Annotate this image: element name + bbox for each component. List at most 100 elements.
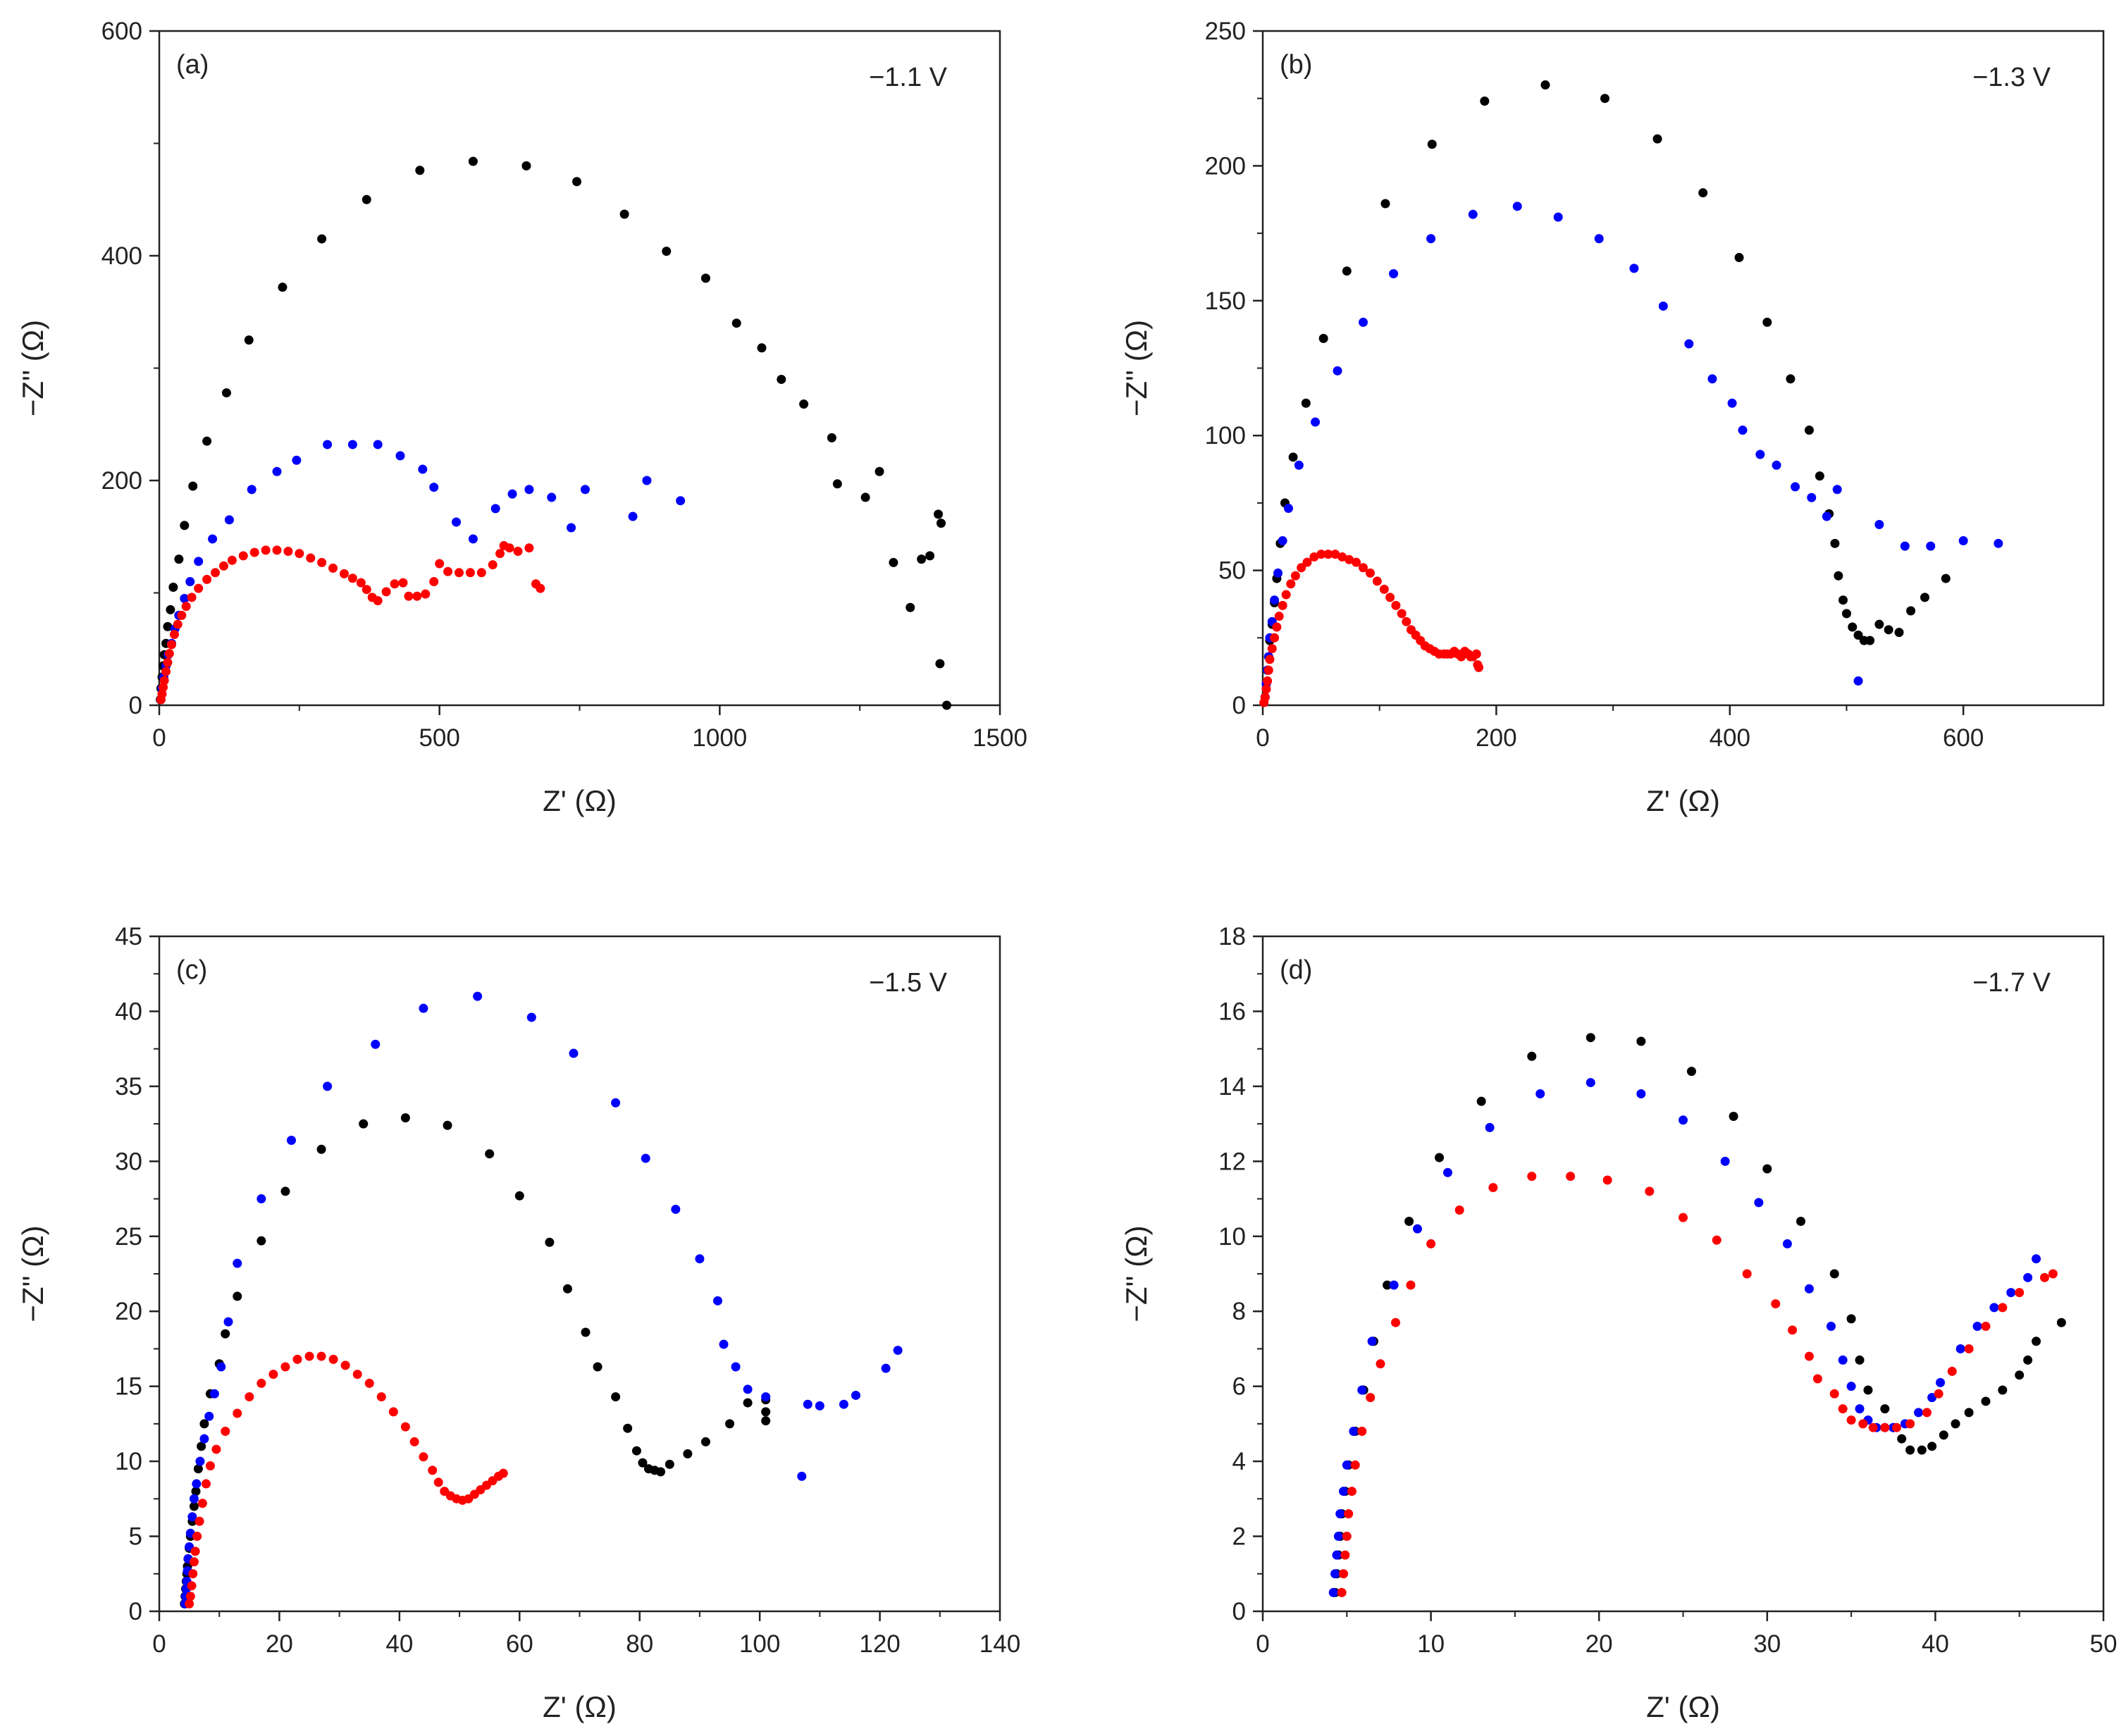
data-point-black <box>1920 593 1929 602</box>
x-tick-label: 0 <box>1256 1630 1269 1658</box>
data-point-blue <box>1442 1167 1452 1177</box>
data-point-black <box>189 1501 199 1511</box>
data-point-blue <box>1594 234 1604 244</box>
panel-label: (d) <box>1280 955 1312 985</box>
y-tick-label: 45 <box>115 923 142 950</box>
data-point-blue <box>1349 1427 1359 1437</box>
data-point-red <box>513 546 523 556</box>
data-point-red <box>166 640 176 650</box>
data-point-black <box>757 343 767 353</box>
data-point-black <box>1906 606 1916 616</box>
x-tick-label: 120 <box>859 1630 900 1658</box>
data-point-black <box>361 194 371 204</box>
y-tick-label: 400 <box>101 242 142 270</box>
data-point-blue <box>1782 1239 1792 1248</box>
data-point-black <box>906 602 915 612</box>
x-tick-label: 0 <box>152 724 166 752</box>
data-point-blue <box>1468 209 1478 219</box>
data-point-black <box>1841 609 1851 619</box>
data-point-blue <box>547 492 557 502</box>
series-black <box>1260 80 1951 702</box>
y-tick-label: 20 <box>115 1298 142 1325</box>
data-point-blue <box>429 483 439 492</box>
data-point-blue <box>1955 1344 1965 1353</box>
x-tick-label: 600 <box>1943 724 1984 752</box>
data-point-blue <box>1294 460 1304 470</box>
series-red <box>156 541 545 705</box>
data-point-blue <box>323 1081 333 1091</box>
data-point-red <box>218 561 228 571</box>
data-point-black <box>2015 1370 2025 1380</box>
data-point-blue <box>1832 485 1842 495</box>
data-point-red <box>1323 550 1333 559</box>
data-point-red <box>261 545 271 555</box>
data-point-red <box>2015 1288 2025 1298</box>
data-point-red <box>202 574 212 584</box>
data-point-red <box>194 1516 204 1526</box>
x-tick-label: 500 <box>419 724 459 752</box>
x-tick-label: 400 <box>1710 724 1750 752</box>
y-tick-label: 12 <box>1218 1148 1246 1175</box>
data-point-blue <box>671 1204 681 1214</box>
data-point-red <box>1838 1404 1848 1414</box>
data-point-red <box>409 1437 419 1446</box>
data-point-blue <box>2023 1272 2033 1282</box>
data-point-red <box>157 689 167 699</box>
data-point-red <box>1286 579 1296 589</box>
data-point-red <box>352 1370 362 1380</box>
data-point-black <box>1636 1036 1646 1046</box>
data-point-blue <box>507 489 517 499</box>
data-point-blue <box>1413 1224 1423 1234</box>
data-point-blue <box>1311 417 1321 427</box>
data-point-black <box>1729 1111 1738 1121</box>
data-point-red <box>1390 1318 1400 1327</box>
data-point-blue <box>223 1317 233 1327</box>
data-point-red <box>304 1351 314 1361</box>
data-point-red <box>373 596 383 606</box>
data-point-blue <box>1679 1115 1688 1125</box>
data-point-black <box>1686 1067 1696 1077</box>
data-point-red <box>1309 552 1319 562</box>
data-point-blue <box>1278 535 1287 545</box>
data-point-red <box>1267 644 1277 654</box>
x-tick-label: 40 <box>385 1630 413 1658</box>
data-point-black <box>317 234 327 244</box>
data-point-blue <box>180 593 190 603</box>
data-point-red <box>428 1465 438 1475</box>
data-point-red <box>1350 1460 1360 1470</box>
data-point-red <box>340 1360 350 1370</box>
data-point-red <box>412 591 422 601</box>
data-point-blue <box>286 1136 296 1146</box>
y-tick-label: 2 <box>1232 1523 1246 1551</box>
data-point-red <box>164 649 174 659</box>
data-point-blue <box>1358 317 1368 327</box>
data-point-black <box>1480 97 1490 106</box>
data-point-black <box>581 1327 591 1337</box>
data-point-black <box>400 1113 410 1123</box>
data-point-blue <box>1629 264 1639 273</box>
data-point-red <box>398 578 408 588</box>
data-point-blue <box>473 991 483 1001</box>
data-point-red <box>1679 1213 1688 1222</box>
data-point-blue <box>1553 212 1563 222</box>
y-axis-title: −Z'' (Ω) <box>1120 320 1153 416</box>
data-point-black <box>1586 1033 1595 1043</box>
data-point-red <box>169 630 179 640</box>
data-point-black <box>278 283 288 292</box>
y-tick-label: 16 <box>1218 998 1246 1025</box>
data-point-red <box>1365 568 1375 578</box>
y-tick-label: 0 <box>1232 692 1246 719</box>
data-point-blue <box>1826 1322 1836 1332</box>
data-point-black <box>700 273 710 283</box>
series-blue <box>180 991 903 1608</box>
y-tick-label: 6 <box>1232 1373 1246 1401</box>
data-point-red <box>1340 1550 1350 1560</box>
voltage-annotation: −1.3 V <box>1972 63 2051 92</box>
data-point-blue <box>1367 1337 1377 1346</box>
y-tick-label: 150 <box>1205 287 1246 315</box>
data-point-red <box>1290 571 1300 581</box>
data-point-red <box>388 1407 398 1417</box>
data-point-red <box>339 569 349 578</box>
panel-label: (c) <box>176 955 207 985</box>
data-point-black <box>799 399 809 409</box>
